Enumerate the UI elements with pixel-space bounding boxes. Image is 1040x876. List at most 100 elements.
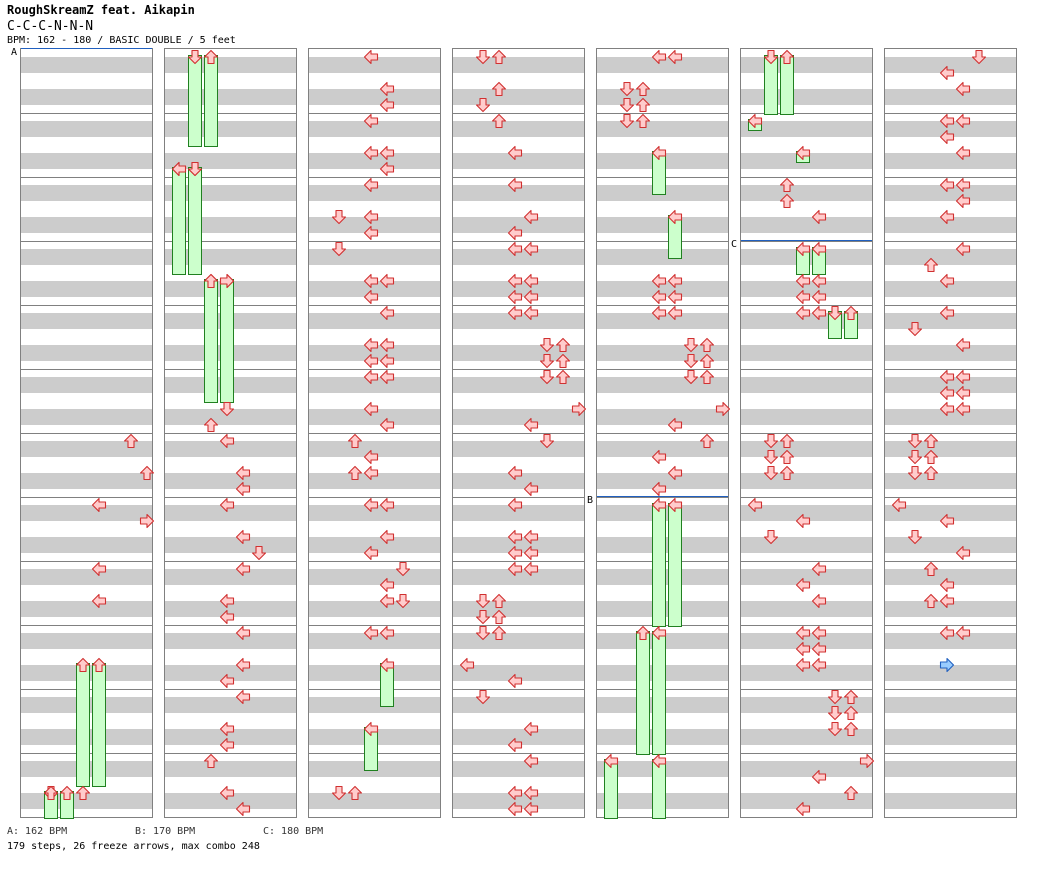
arrow-down-icon (331, 785, 347, 801)
arrow-left-icon (939, 209, 955, 225)
chart-column-4 (452, 48, 587, 818)
freeze-head-left-icon (651, 497, 667, 513)
bpm-change-label: C (731, 239, 738, 250)
measure-line (741, 561, 872, 562)
arrow-left-icon (235, 625, 251, 641)
arrow-left-icon (955, 625, 971, 641)
measure-line (21, 497, 152, 498)
measure-line (21, 433, 152, 434)
measure-line (309, 241, 440, 242)
bpm-legend-c: C: 180 BPM (263, 826, 324, 837)
arrow-left-icon (235, 689, 251, 705)
measure-line (453, 689, 584, 690)
arrow-left-icon (939, 113, 955, 129)
measure-line (597, 369, 728, 370)
arrow-down-icon (683, 337, 699, 353)
freeze-arrow-up (92, 663, 106, 787)
chart-column-2 (164, 48, 297, 818)
arrow-left-icon (507, 737, 523, 753)
arrow-down-icon (763, 449, 779, 465)
arrow-right-icon (715, 401, 731, 417)
arrow-left-icon (507, 561, 523, 577)
arrow-down-icon (475, 593, 491, 609)
arrow-left-icon (523, 753, 539, 769)
freeze-arrow-down (188, 55, 202, 147)
arrow-up-icon (923, 257, 939, 273)
arrow-left-icon (363, 177, 379, 193)
measure-line (21, 625, 152, 626)
arrow-left-icon (939, 577, 955, 593)
arrow-left-icon (811, 657, 827, 673)
arrow-left-icon (507, 241, 523, 257)
arrow-up-icon (923, 561, 939, 577)
measure-line (309, 561, 440, 562)
arrow-down-icon (619, 81, 635, 97)
arrow-left-icon (523, 289, 539, 305)
measure-line (741, 305, 872, 306)
measure-line (309, 369, 440, 370)
arrow-left-icon (219, 593, 235, 609)
freeze-head-left-icon (651, 753, 667, 769)
arrow-down-icon (907, 449, 923, 465)
arrow-left-icon (939, 625, 955, 641)
arrow-left-icon (939, 401, 955, 417)
arrow-left-icon (219, 673, 235, 689)
arrow-left-icon (363, 401, 379, 417)
arrow-left-icon (235, 481, 251, 497)
measure-line (21, 369, 152, 370)
arrow-left-icon (651, 481, 667, 497)
measure-line (453, 113, 584, 114)
freeze-head-left-icon (603, 753, 619, 769)
arrow-left-icon (379, 305, 395, 321)
arrow-left-icon (507, 673, 523, 689)
arrow-left-icon (667, 417, 683, 433)
measure-line (21, 561, 152, 562)
measure-line (453, 625, 584, 626)
arrow-left-icon (651, 289, 667, 305)
arrow-left-icon (507, 305, 523, 321)
arrow-left-icon (363, 449, 379, 465)
arrow-down-icon (331, 209, 347, 225)
measure-line (453, 561, 584, 562)
arrow-up-icon (347, 433, 363, 449)
arrow-down-icon (827, 721, 843, 737)
measure-line (885, 625, 1016, 626)
chart-info: BPM: 162 - 180 / BASIC DOUBLE / 5 feet (7, 35, 236, 46)
arrow-left-icon (379, 353, 395, 369)
arrow-up-icon (923, 449, 939, 465)
arrow-left-icon (811, 209, 827, 225)
arrow-left-icon (795, 657, 811, 673)
arrow-up-icon (923, 433, 939, 449)
measure-line (165, 689, 296, 690)
arrow-left-icon (523, 721, 539, 737)
freeze-head-left-icon (379, 657, 395, 673)
chart-column-3 (308, 48, 441, 818)
freeze-head-left-icon (795, 145, 811, 161)
measure-line (741, 497, 872, 498)
measure-line (741, 177, 872, 178)
arrow-up-icon (923, 593, 939, 609)
arrow-right-icon (139, 513, 155, 529)
arrow-left-icon (523, 273, 539, 289)
freeze-head-up-icon (843, 305, 859, 321)
arrow-up-icon (779, 177, 795, 193)
end-marker-icon (939, 657, 955, 673)
arrow-left-icon (219, 785, 235, 801)
arrow-left-icon (507, 289, 523, 305)
arrow-down-icon (907, 529, 923, 545)
arrow-left-icon (955, 401, 971, 417)
arrow-left-icon (667, 305, 683, 321)
arrow-down-icon (331, 241, 347, 257)
measure-line (165, 561, 296, 562)
arrow-up-icon (779, 193, 795, 209)
measure-line (597, 497, 728, 498)
measure-line (885, 113, 1016, 114)
arrow-left-icon (363, 113, 379, 129)
arrow-left-icon (507, 545, 523, 561)
arrow-left-icon (667, 273, 683, 289)
measure-line (741, 241, 872, 242)
arrow-left-icon (91, 497, 107, 513)
measure-line (453, 305, 584, 306)
arrow-left-icon (363, 289, 379, 305)
chart-column-1 (20, 48, 155, 819)
